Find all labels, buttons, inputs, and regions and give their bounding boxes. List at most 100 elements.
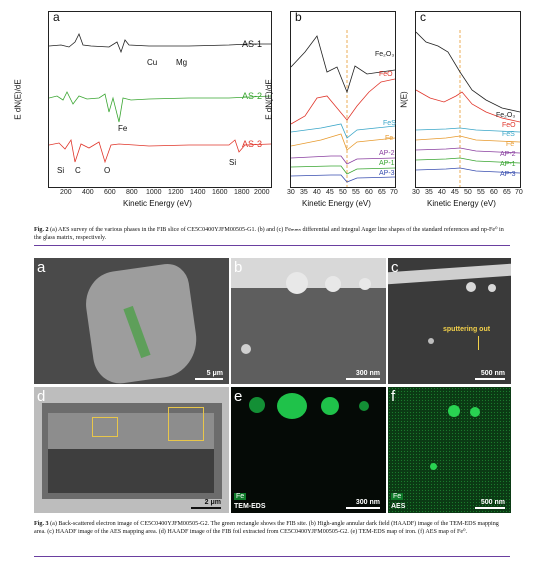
fe-particle	[277, 393, 307, 419]
particle	[286, 272, 308, 294]
fe-particle	[359, 401, 369, 411]
scale-bar: 5 μm	[195, 370, 223, 380]
fig2-panel-a-ylabel: E dN(E)/dE	[13, 79, 23, 120]
curve-label-ap1: AP-1	[379, 160, 395, 167]
curve-label-as2: AS-2	[242, 91, 263, 101]
fig2-divider	[34, 245, 510, 246]
curve-label-ap2: AP-2	[500, 151, 516, 158]
x-tick: 55	[352, 189, 360, 196]
fe-particle	[321, 397, 339, 415]
fig2-panel-c-ylabel: N(E)	[399, 91, 409, 108]
x-tick: 50	[464, 189, 472, 196]
fig3-panel-b: b 300 nm	[231, 258, 386, 384]
foil-bottom	[48, 449, 214, 493]
x-tick: 1000	[146, 189, 162, 196]
panel-letter: a	[37, 259, 46, 276]
fig2-panel-b-ylabel: E dN(E)/dE	[264, 79, 274, 120]
fig3-caption: Fig. 3 (a) Back-scattered electron image…	[34, 520, 510, 536]
fig3-panel-f: f Fe AES 500 nm	[388, 387, 511, 513]
curve-label-ap3: AP-3	[379, 170, 395, 177]
fig3-panel-e: e Fe TEM-EDS 300 nm	[231, 387, 386, 513]
annotation-arrow	[478, 336, 479, 350]
x-tick: 2000	[254, 189, 270, 196]
x-tick: 60	[490, 189, 498, 196]
x-tick: 35	[425, 189, 433, 196]
fig2-caption: Fig. 2 (a) AES survey of the various pha…	[34, 226, 510, 242]
fig2-panel-b-xlabel: Kinetic Energy (eV)	[302, 199, 371, 208]
particle	[241, 344, 251, 354]
x-tick: 70	[515, 189, 523, 196]
element-label-si-right: Si	[229, 158, 237, 167]
curve-label-fes: FeS	[383, 120, 396, 127]
foil-slab	[48, 413, 214, 449]
panel-letter: f	[391, 388, 396, 405]
fig2-panel-c-plot: c Fe₂O₃ FeO FeS Fe AP-2 AP-1 AP-3	[415, 10, 521, 188]
fig2-panel-c-xlabel: Kinetic Energy (eV)	[427, 199, 496, 208]
curve-label-feo: FeO	[379, 71, 393, 78]
curve-label-ap1: AP-1	[500, 161, 516, 168]
spectrum-as2	[49, 91, 271, 123]
x-tick: 30	[412, 189, 420, 196]
scale-bar: 500 nm	[475, 499, 505, 509]
x-tick: 30	[287, 189, 295, 196]
fe-particle	[448, 405, 460, 417]
panel-letter: d	[37, 388, 46, 405]
element-label-fe: Fe	[118, 124, 128, 133]
curve-label-feo: FeO	[502, 122, 516, 129]
scale-bar: 500 nm	[475, 370, 505, 380]
fig3-panel-c: c sputtering out 500 nm	[388, 258, 511, 384]
scale-bar: 300 nm	[346, 370, 380, 380]
fig2-panel-a-xlabel: Kinetic Energy (eV)	[123, 199, 192, 208]
fig2-panel-a-letter: a	[53, 10, 60, 24]
panel-letter: b	[234, 259, 243, 276]
curve-label-fes: FeS	[502, 131, 515, 138]
x-tick: 400	[82, 189, 94, 196]
panel-letter: e	[234, 388, 243, 405]
curve-label-fe: Fe	[385, 135, 394, 142]
x-tick: 1400	[190, 189, 206, 196]
fig2-panel-a-plot: a AS-1 AS-2 AS-3 Cu Mg Fe Si C O Si	[48, 10, 272, 188]
fig3-caption-text: (a) Back-scattered electron image of CE5…	[34, 521, 499, 535]
fig2-caption-text: (a) AES survey of the various phases in …	[34, 227, 504, 241]
fig2-panel-b-letter: b	[295, 10, 302, 24]
x-tick: 45	[326, 189, 334, 196]
curve-label-fe2o3: Fe₂O₃	[375, 51, 395, 58]
fe-particle	[249, 397, 265, 413]
element-label-c: C	[75, 166, 81, 175]
fig2-panel-b-plot: b Fe₂O₃ FeO FeS Fe AP-2 AP-1 AP-3	[290, 10, 396, 188]
fe-particle	[430, 463, 437, 470]
fig2-panel-c-letter: c	[420, 10, 426, 24]
panel-letter: c	[391, 259, 399, 276]
fig2-caption-label: Fig. 2	[34, 227, 49, 233]
x-tick: 65	[503, 189, 511, 196]
curve-label-as3: AS-3	[242, 139, 263, 149]
element-label-o: O	[104, 166, 111, 175]
x-tick: 800	[126, 189, 138, 196]
scale-bar: 300 nm	[346, 499, 380, 509]
x-tick: 1200	[168, 189, 184, 196]
fig3-panel-d: d 2 μm	[34, 387, 229, 513]
x-tick: 70	[390, 189, 398, 196]
aes-area-box	[168, 407, 204, 441]
particle	[359, 278, 371, 290]
x-tick: 200	[60, 189, 72, 196]
x-tick: 40	[438, 189, 446, 196]
x-tick: 40	[313, 189, 321, 196]
curve-label-fe: Fe	[506, 141, 515, 148]
element-tag: Fe	[234, 493, 247, 500]
particle	[488, 284, 496, 292]
x-tick: 55	[477, 189, 485, 196]
spectrum-as1	[49, 32, 271, 54]
curve-label-ap3: AP-3	[500, 171, 516, 178]
fe-particle	[470, 407, 480, 417]
x-tick: 600	[104, 189, 116, 196]
bright-band	[388, 263, 511, 285]
x-tick: 50	[339, 189, 347, 196]
curve-label-as1: AS-1	[242, 39, 263, 49]
particle	[466, 282, 476, 292]
fig3-panel-a: a 5 μm	[34, 258, 229, 384]
x-tick: 1800	[234, 189, 250, 196]
grain-shape	[81, 261, 202, 384]
tem-eds-area-box	[92, 417, 118, 437]
spectrum-as3	[49, 138, 271, 164]
